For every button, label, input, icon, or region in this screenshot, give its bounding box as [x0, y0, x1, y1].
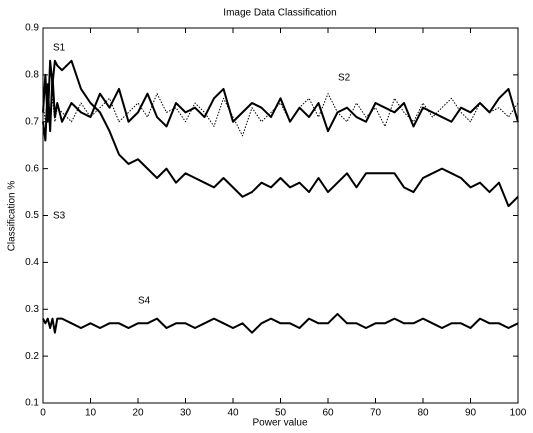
y-tick-label: 0.8 [25, 70, 39, 81]
chart-title: Image Data Classification [223, 8, 336, 19]
x-tick-label: 80 [417, 408, 429, 419]
series-label: S1 [53, 43, 66, 54]
plot-frame [42, 27, 519, 404]
series-line [42, 312, 519, 334]
x-tick-label: 70 [370, 408, 382, 419]
x-tick-label: 90 [465, 408, 477, 419]
x-tick-label: 30 [180, 408, 192, 419]
y-tick-label: 0.5 [25, 210, 39, 221]
x-tick-label: 40 [227, 408, 239, 419]
x-tick-label: 60 [322, 408, 334, 419]
x-axis-label: Power value [252, 418, 307, 429]
series-line [42, 59, 519, 208]
x-tick-label: 0 [40, 408, 46, 419]
series-label: S3 [53, 211, 66, 222]
series-line [42, 73, 519, 142]
y-tick-label: 0.9 [25, 23, 39, 34]
x-tick-label: 10 [85, 408, 97, 419]
y-tick-label: 0.1 [25, 398, 39, 409]
x-tick-label: 100 [510, 408, 527, 419]
x-tick-label: 50 [275, 408, 287, 419]
x-tick-label: 20 [132, 408, 144, 419]
y-tick-label: 0.3 [25, 304, 39, 315]
y-tick-label: 0.4 [25, 257, 39, 268]
y-tick-label: 0.7 [25, 116, 39, 127]
y-tick-label: 0.2 [25, 351, 39, 362]
series-label: S2 [338, 73, 351, 84]
y-tick-label: 0.6 [25, 163, 39, 174]
y-axis-label: Classification % [7, 181, 18, 252]
series-label: S4 [138, 296, 151, 307]
